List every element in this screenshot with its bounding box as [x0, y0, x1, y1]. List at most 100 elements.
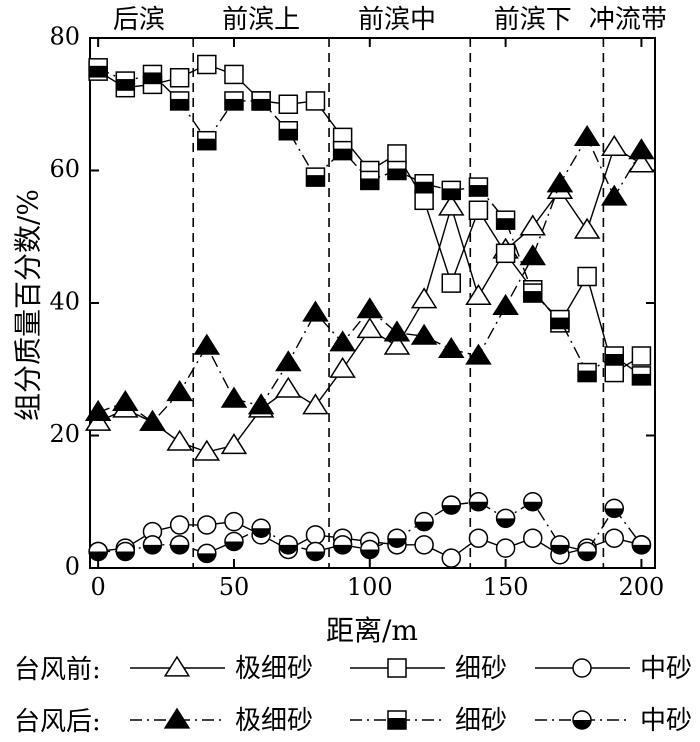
data-point-5-1 [115, 541, 136, 562]
data-point-4-5 [224, 91, 244, 111]
y-axis-label: 组分质量百分数/% [12, 189, 45, 421]
data-point-5-2 [142, 535, 163, 555]
data-point-4-3 [169, 91, 190, 111]
legend-label-5: 中砂 [640, 706, 692, 736]
data-point-4-0 [88, 58, 108, 78]
legend-marker-2 [572, 658, 592, 678]
legend-label-3: 极细砂 [235, 706, 313, 736]
data-point-3-9 [329, 330, 356, 352]
data-point-4-4 [197, 130, 217, 151]
data-point-1-18 [577, 266, 597, 287]
data-point-3-13 [438, 336, 465, 359]
legend-item-3: 极细砂 [130, 706, 313, 736]
data-point-0-10 [356, 317, 384, 339]
data-point-4-10 [360, 170, 380, 191]
data-point-0-5 [220, 433, 248, 455]
data-point-0-3 [166, 429, 193, 451]
x-tick-label: 100 [347, 573, 393, 601]
data-point-0-18 [573, 217, 601, 239]
legend-marker-1 [387, 658, 407, 678]
data-point-4-17 [550, 309, 570, 330]
data-point-5-3 [169, 535, 190, 555]
data-point-1-7 [278, 94, 299, 114]
data-point-3-10 [356, 297, 384, 319]
data-point-5-16 [523, 492, 543, 512]
data-point-3-17 [546, 171, 574, 193]
data-point-4-12 [414, 174, 434, 194]
x-tick-label: 0 [91, 573, 106, 601]
data-point-3-5 [220, 386, 248, 408]
data-point-0-16 [519, 214, 547, 236]
data-point-4-1 [115, 71, 136, 91]
data-point-5-19 [604, 498, 625, 519]
data-point-5-9 [332, 535, 353, 555]
legend-item-0: 极细砂 [130, 654, 313, 684]
legend-item-4: 细砂 [350, 706, 507, 736]
data-point-3-3 [166, 380, 193, 402]
data-point-4-7 [278, 121, 299, 141]
zone-labels: 后滨 前滨上 前滨中 前滨下 冲流带 [113, 5, 667, 35]
legend-label-2: 中砂 [640, 654, 692, 684]
data-point-2-3 [169, 515, 190, 535]
data-point-0-4 [193, 439, 221, 461]
data-point-4-9 [332, 140, 353, 161]
zone-label-4: 冲流带 [589, 5, 667, 35]
y-tick-label: 20 [49, 420, 80, 448]
data-point-4-6 [251, 91, 271, 111]
data-point-2-19 [604, 528, 625, 548]
legend-label-0: 极细砂 [235, 654, 313, 684]
data-point-0-7 [275, 376, 302, 398]
legend-label-1: 细砂 [455, 654, 507, 684]
data-point-5-0 [88, 541, 108, 562]
data-point-0-12 [410, 287, 438, 309]
data-point-3-0 [84, 399, 112, 421]
legend-group-after: 台风后: [14, 707, 101, 737]
data-point-1-8 [305, 91, 326, 111]
data-point-4-19 [604, 346, 625, 366]
data-point-2-4 [197, 515, 217, 535]
data-point-1-3 [169, 68, 190, 88]
data-point-3-4 [193, 333, 221, 355]
legend-group-before: 台风前: [14, 655, 101, 685]
data-point-4-14 [468, 177, 489, 197]
data-point-3-15 [492, 293, 519, 315]
data-point-4-15 [495, 210, 516, 230]
data-point-3-19 [601, 184, 628, 206]
data-point-1-13 [441, 273, 462, 293]
series-layer [84, 54, 655, 568]
data-point-3-18 [573, 124, 601, 147]
y-axis: 0 20 40 60 80 [49, 23, 655, 581]
data-point-1-11 [387, 144, 407, 164]
legend-marker-3 [163, 707, 191, 729]
data-point-5-6 [251, 518, 271, 538]
data-point-5-11 [387, 528, 407, 548]
data-point-0-11 [383, 333, 411, 355]
data-point-0-9 [329, 356, 356, 378]
zone-label-2: 前滨中 [358, 5, 436, 35]
y-tick-label: 80 [49, 23, 80, 51]
data-point-4-20 [631, 366, 652, 386]
y-tick-label: 0 [65, 553, 80, 581]
data-point-1-5 [224, 64, 244, 85]
data-point-5-12 [414, 511, 434, 532]
data-point-3-1 [112, 389, 139, 412]
data-point-1-12 [414, 190, 434, 211]
data-point-1-19 [604, 362, 625, 383]
x-tick-label: 200 [619, 573, 665, 601]
data-point-3-8 [302, 300, 329, 322]
data-point-2-5 [224, 511, 244, 532]
series-3 [84, 124, 655, 431]
data-point-3-12 [410, 323, 438, 345]
data-point-4-18 [577, 362, 597, 383]
data-point-4-16 [523, 283, 543, 303]
data-point-1-20 [631, 346, 652, 366]
data-point-5-4 [197, 543, 217, 564]
zone-label-1: 前滨上 [222, 5, 300, 35]
zone-label-3: 前滨下 [494, 5, 572, 35]
data-point-4-8 [305, 167, 326, 187]
y-tick-label: 60 [49, 155, 80, 183]
legend-item-1: 细砂 [350, 654, 507, 684]
data-point-0-20 [628, 151, 655, 173]
